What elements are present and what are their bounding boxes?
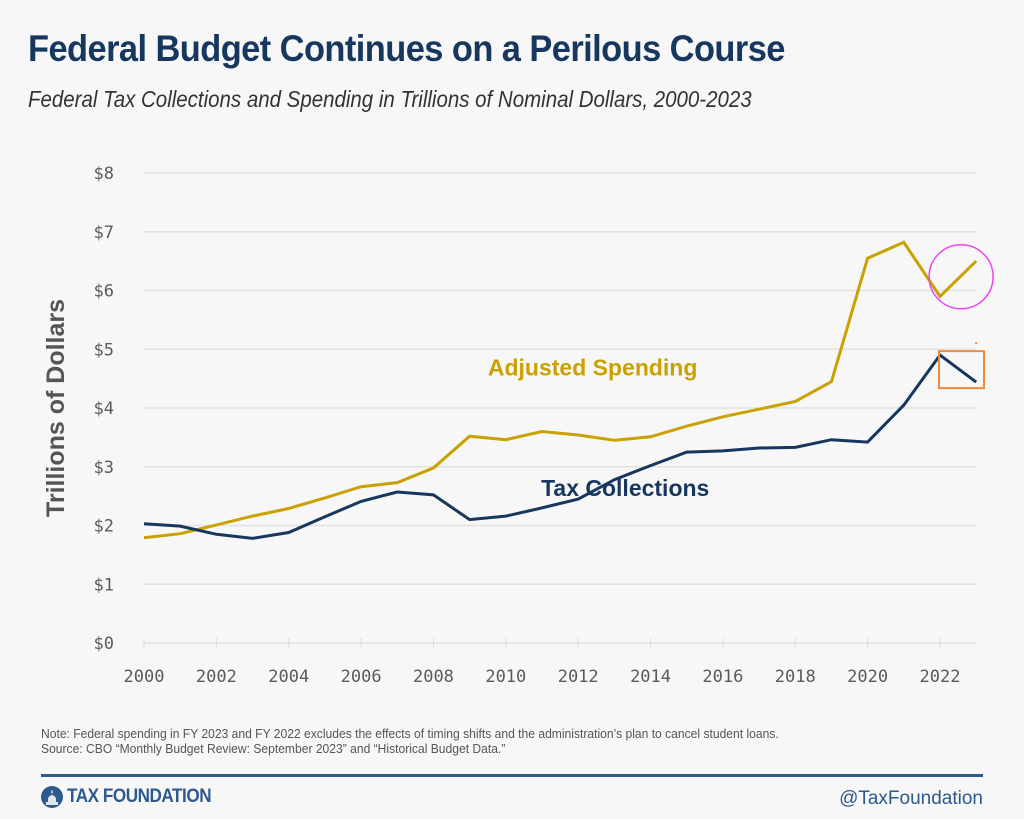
chart-title: Federal Budget Continues on a Perilous C… <box>28 28 785 69</box>
y-tick-label: $7 <box>94 223 114 243</box>
line-chart: $0$1$2$3$4$5$6$7$8 2000 2002 2004 2006 2008 2… <box>42 164 994 687</box>
series-line-tax-collections <box>143 352 978 540</box>
y-tick-label: $8 <box>94 164 114 184</box>
y-axis-title: Trillions of Dollars <box>42 299 70 517</box>
footer-divider <box>41 774 983 777</box>
y-tick-label: $6 <box>94 282 114 302</box>
series-label-tax-collections: Tax Collections <box>541 475 709 501</box>
annotations <box>928 244 994 390</box>
x-tick-label: 2014 <box>630 667 671 687</box>
x-tick-label: 2002 <box>196 667 237 687</box>
footnote: Note: Federal spending in FY 2023 and FY… <box>41 726 779 756</box>
x-tick-label: 2010 <box>485 667 526 687</box>
highlight-dot <box>975 342 978 344</box>
social-handle[interactable]: @TaxFoundation <box>839 788 983 809</box>
capitol-dome-icon <box>41 786 63 808</box>
y-tick-label: $3 <box>94 458 114 478</box>
y-tick-label: $0 <box>94 634 114 654</box>
y-axis-ticks: $0 $1 $2 $3 $4 $5 $6 $7 $8 <box>94 164 114 654</box>
y-tick-label: $4 <box>94 399 114 419</box>
x-tick-label: 2006 <box>341 667 382 687</box>
chart-subtitle: Federal Tax Collections and Spending in … <box>28 86 752 112</box>
x-tick-label: 2020 <box>847 667 888 687</box>
x-tick-label: 2008 <box>413 667 454 687</box>
x-tick-label: 2012 <box>558 667 599 687</box>
y-tick-label: $2 <box>94 517 114 537</box>
tax-foundation-logo: TAX FOUNDATION <box>41 786 227 808</box>
series-lines <box>143 240 978 540</box>
x-tick-label: 2018 <box>775 667 816 687</box>
highlight-circle <box>928 244 994 310</box>
highlight-box <box>938 350 985 390</box>
x-tick-label: 2004 <box>268 667 309 687</box>
series-labels: Adjusted Spending Tax Collections <box>488 355 709 501</box>
series-line-adjusted-spending <box>143 240 978 540</box>
x-axis-ticks: 2000 2002 2004 2006 2008 2010 2012 2014 2016 2018… <box>124 638 961 687</box>
x-tick-label: 2016 <box>702 667 743 687</box>
note-text: Note: Federal spending in FY 2023 and FY… <box>41 726 779 741</box>
series-label-adjusted-spending: Adjusted Spending <box>488 355 698 381</box>
source-text: Source: CBO “Monthly Budget Review: Sept… <box>41 741 506 756</box>
y-tick-label: $1 <box>94 575 114 595</box>
brand-name: TAX FOUNDATION <box>67 786 212 807</box>
x-tick-label: 2022 <box>920 667 961 687</box>
x-tick-label: 2000 <box>124 667 165 687</box>
y-tick-label: $5 <box>94 340 114 360</box>
gridlines <box>144 172 976 644</box>
